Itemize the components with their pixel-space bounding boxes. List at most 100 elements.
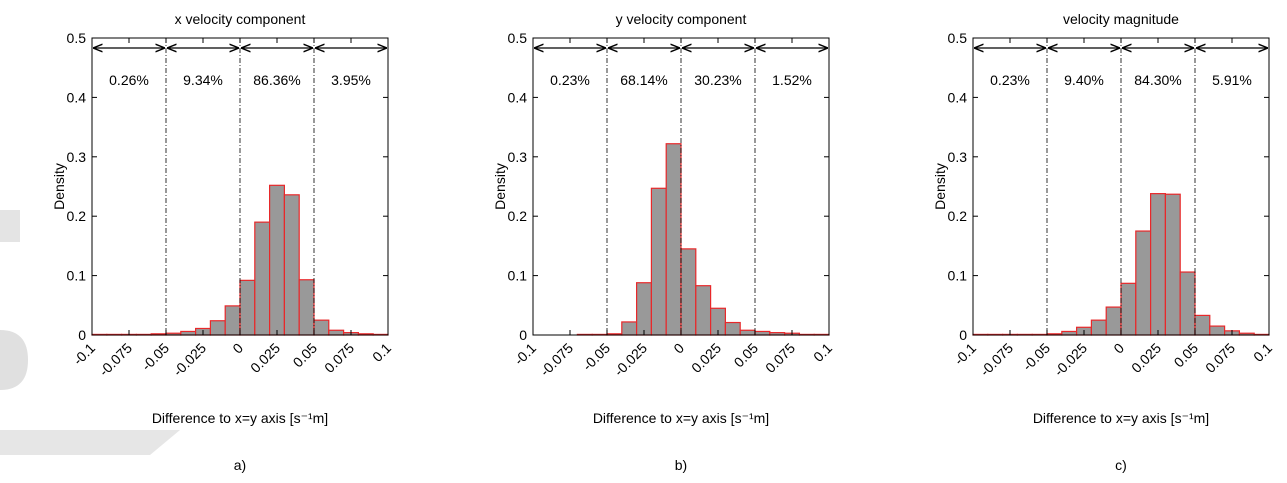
x-tick-label: 0 [229,340,246,357]
x-axis-label: Difference to x=y axis [s⁻¹m] [152,410,328,426]
histogram-bar [1120,282,1137,336]
y-tick-label: 0.4 [508,89,528,105]
y-tick-label: 0.2 [67,208,87,224]
y-tick-label: 0.1 [67,268,87,284]
x-tick-label: 0.075 [321,340,357,376]
histogram-bar [269,184,286,336]
y-axis-label: Density [932,163,948,210]
range-share-label: 68.14% [620,72,667,88]
chart-panel: 00.10.20.30.40.5-0.1-0.075 -0.05-0.025 0 0.… [51,11,394,473]
x-tick-label: -0.1 [951,340,980,369]
histogram-bar [283,194,300,336]
x-axis-label: Difference to x=y axis [s⁻¹m] [593,410,769,426]
histogram-bar [1194,314,1211,336]
chart-title: velocity magnitude [1063,11,1179,27]
histogram-bar [313,319,330,336]
histogram-bar [1135,230,1152,336]
y-tick-label: 0.1 [508,268,528,284]
histogram-bar [1179,271,1196,336]
range-share-label: 1.52% [772,72,812,88]
x-axis-label: Difference to x=y axis [s⁻¹m] [1033,410,1209,426]
histogram-bar [724,321,741,336]
chart-panel: 00.10.20.30.40.5-0.1-0.075 -0.05-0.025 0 0.… [932,11,1275,473]
decoration [0,330,28,390]
chart-panel: 00.10.20.30.40.5-0.1-0.075 -0.05-0.025 0 0.… [492,11,835,473]
x-tick-label: -0.05 [138,340,172,374]
x-tick-label: 0.025 [1128,340,1164,376]
panel-caption: a) [234,457,246,473]
x-tick-label: 0.1 [1250,340,1275,365]
x-tick-label: -0.05 [579,340,613,374]
x-tick-label: 0.05 [1171,340,1202,371]
y-tick-label: 0.3 [948,149,968,165]
range-share-label: 5.91% [1212,72,1252,88]
range-share-label: 30.23% [694,72,741,88]
y-tick-label: 0 [519,327,527,343]
y-axis-label: Density [51,163,67,210]
histogram-bar [298,279,315,336]
histogram-bar [650,187,667,336]
histogram-bar [695,285,712,336]
x-tick-label: -0.05 [1019,340,1053,374]
panel-caption: c) [1115,457,1127,473]
histogram-bar [209,320,226,336]
range-share-label: 86.36% [253,72,300,88]
range-share-label: 9.40% [1064,72,1104,88]
x-tick-label: -0.075 [537,340,577,380]
range-share-label: 0.23% [990,72,1030,88]
x-tick-label: 0.05 [290,340,321,371]
x-tick-label: 0.025 [688,340,724,376]
x-tick-label: 0.1 [369,340,394,365]
histogram-bar [1061,330,1078,336]
chart-title: x velocity component [175,11,306,27]
y-tick-label: 0.4 [948,89,968,105]
panel-caption: b) [675,457,687,473]
y-tick-label: 0.2 [508,208,528,224]
y-tick-label: 0.5 [67,30,87,46]
histogram-bar [180,330,197,336]
histogram-bar [665,143,682,336]
histogram-bar [680,248,697,336]
histogram-bar [254,221,271,336]
x-tick-label: 0 [670,340,687,357]
y-axis-label: Density [492,163,508,210]
x-tick-label: -0.025 [611,340,651,380]
histogram-bar [635,282,652,336]
histogram-bar [239,279,256,336]
histogram-bar [1090,319,1107,336]
x-tick-label: 0.1 [810,340,835,365]
x-tick-label: 0.075 [762,340,798,376]
histogram-bar [754,330,771,336]
y-tick-label: 0.1 [948,268,968,284]
x-tick-label: 0.025 [247,340,283,376]
x-tick-label: -0.025 [1051,340,1091,380]
x-tick-label: -0.1 [511,340,540,369]
histogram-bar [1105,306,1122,336]
y-tick-label: 0.5 [948,30,968,46]
x-tick-label: -0.075 [96,340,136,380]
decoration [0,430,180,455]
x-tick-label: 0 [1110,340,1127,357]
histogram-bar [1209,325,1226,336]
x-tick-label: 0.05 [731,340,762,371]
histogram-bar [328,329,345,336]
y-tick-label: 0.3 [508,149,528,165]
decoration [0,210,20,242]
range-share-label: 0.23% [550,72,590,88]
y-tick-label: 0.2 [948,208,968,224]
x-tick-label: 0.075 [1202,340,1238,376]
y-tick-label: 0 [959,327,967,343]
histogram-bar [1164,193,1181,336]
y-tick-label: 0 [78,327,86,343]
x-tick-label: -0.1 [70,340,99,369]
range-share-label: 3.95% [331,72,371,88]
histogram-bar [739,329,756,336]
y-tick-label: 0.4 [67,89,87,105]
range-share-label: 9.34% [183,72,223,88]
chart-title: y velocity component [616,11,747,27]
range-share-label: 0.26% [109,72,149,88]
x-tick-label: -0.075 [977,340,1017,380]
x-tick-label: -0.025 [170,340,210,380]
y-tick-label: 0.3 [67,149,87,165]
